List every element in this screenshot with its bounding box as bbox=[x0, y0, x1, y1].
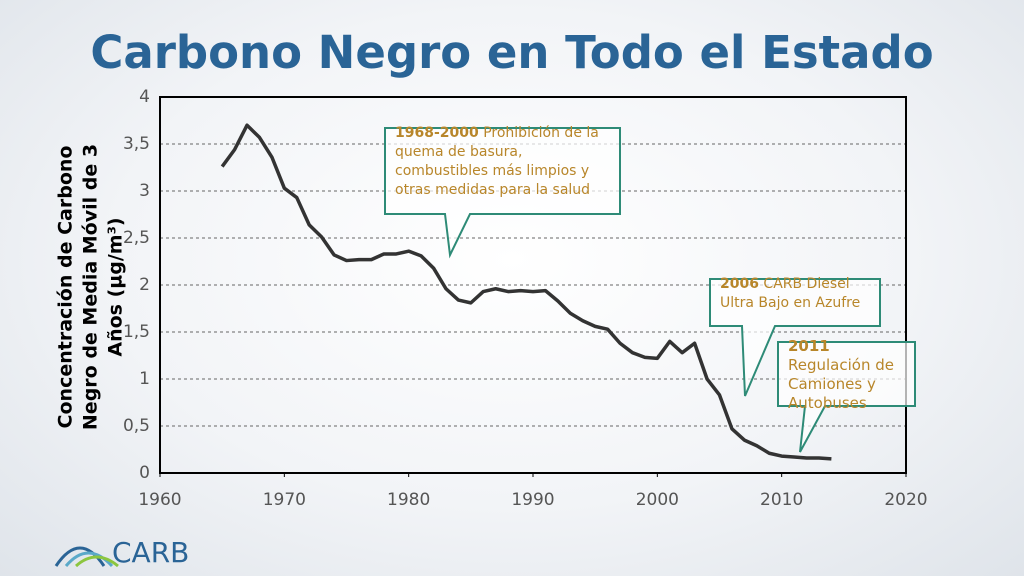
y-tick-label: 0 bbox=[139, 463, 150, 483]
x-tick-label: 1960 bbox=[138, 490, 181, 510]
x-tick-label: 1990 bbox=[511, 490, 554, 510]
y-tick-label: 2 bbox=[139, 275, 150, 295]
callout-year: 1968-2000 bbox=[395, 125, 479, 141]
callout-year: 2011 bbox=[788, 337, 830, 355]
logo-arcs bbox=[54, 546, 119, 568]
y-tick-label: 1 bbox=[139, 369, 150, 389]
x-tick-label: 1970 bbox=[263, 490, 306, 510]
callout: 2011 Regulación de Camiones y Autobuses bbox=[778, 337, 918, 413]
x-tick-label: 2020 bbox=[884, 490, 927, 510]
y-tick-label: 4 bbox=[139, 87, 150, 107]
logo-text: CARB bbox=[112, 536, 189, 569]
y-axis-label-line: Negro de Media Móvil de 3 bbox=[80, 144, 102, 430]
callout-box bbox=[384, 127, 621, 259]
x-tick-label: 1980 bbox=[387, 490, 430, 510]
y-tick-label: 3 bbox=[139, 181, 150, 201]
y-axis-label: Concentración de Carbono Negro de Media M… bbox=[55, 144, 127, 430]
x-tick-label: 2000 bbox=[636, 490, 679, 510]
callout-year: 2006 bbox=[720, 276, 759, 292]
data-line bbox=[220, 123, 832, 461]
chart-title: Carbono Negro en Todo el Estado bbox=[90, 26, 933, 79]
callout-text: Regulación de Camiones y Autobuses bbox=[788, 356, 894, 412]
callout-text: Prohibición de la quema de basura, combu… bbox=[395, 125, 599, 198]
callout-text: CARB Diesel Ultra Bajo en Azufre bbox=[720, 276, 861, 311]
y-tick-label: 3,5 bbox=[123, 134, 150, 154]
y-axis-label-line: Años (µg/m³) bbox=[105, 217, 127, 356]
x-tick-label: 2010 bbox=[760, 490, 803, 510]
callout: 1968-2000 Prohibición de la quema de bas… bbox=[385, 124, 620, 200]
callout-box bbox=[777, 341, 916, 453]
callout: 2006 CARB Diesel Ultra Bajo en Azufre bbox=[710, 275, 882, 313]
callout-box bbox=[709, 278, 881, 397]
y-tick-label: 2,5 bbox=[123, 228, 150, 248]
y-tick-label: 0,5 bbox=[123, 416, 150, 436]
y-axis-label-line: Concentración de Carbono bbox=[55, 146, 77, 429]
y-tick-label: 1,5 bbox=[123, 322, 150, 342]
